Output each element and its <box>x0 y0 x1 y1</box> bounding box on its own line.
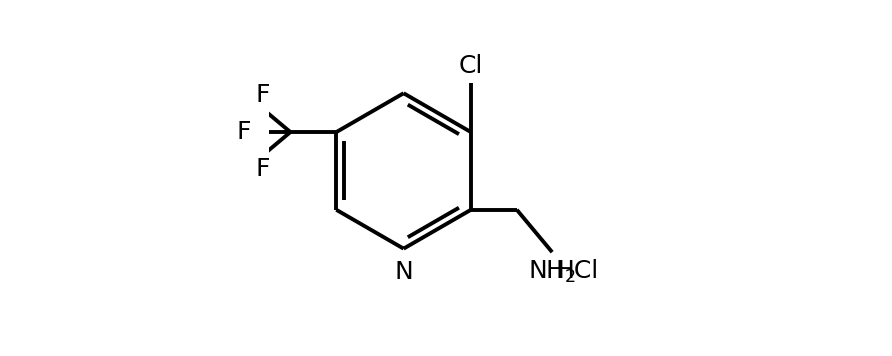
Text: NH$_2$: NH$_2$ <box>528 259 576 286</box>
Text: N: N <box>394 260 413 284</box>
Text: Cl: Cl <box>458 54 483 78</box>
Text: F: F <box>255 157 269 181</box>
Text: F: F <box>236 120 251 144</box>
Text: HCl: HCl <box>555 259 599 283</box>
Text: F: F <box>255 83 269 108</box>
